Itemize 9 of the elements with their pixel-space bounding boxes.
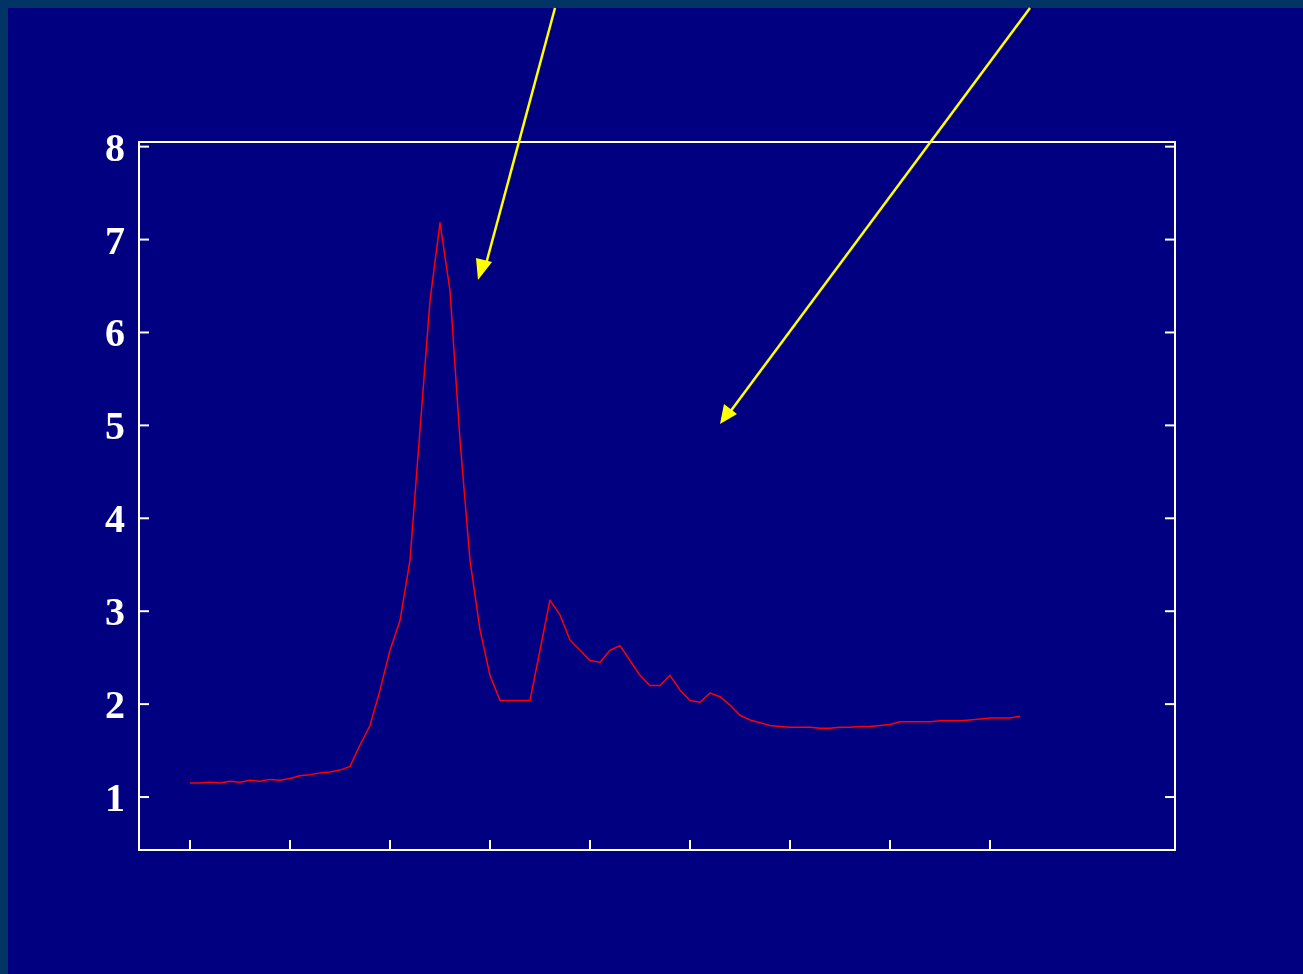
y-tick-label: 4 [105,496,125,542]
y-tick-label: 2 [105,682,125,728]
y-tick-label: 3 [105,589,125,635]
line-series [189,222,1021,784]
y-tick-label: 8 [105,124,125,170]
y-tick-label: 1 [105,775,125,821]
y-tick-label: 7 [105,217,125,263]
y-tick-label: 5 [105,403,125,449]
y-tick-label: 6 [105,310,125,356]
